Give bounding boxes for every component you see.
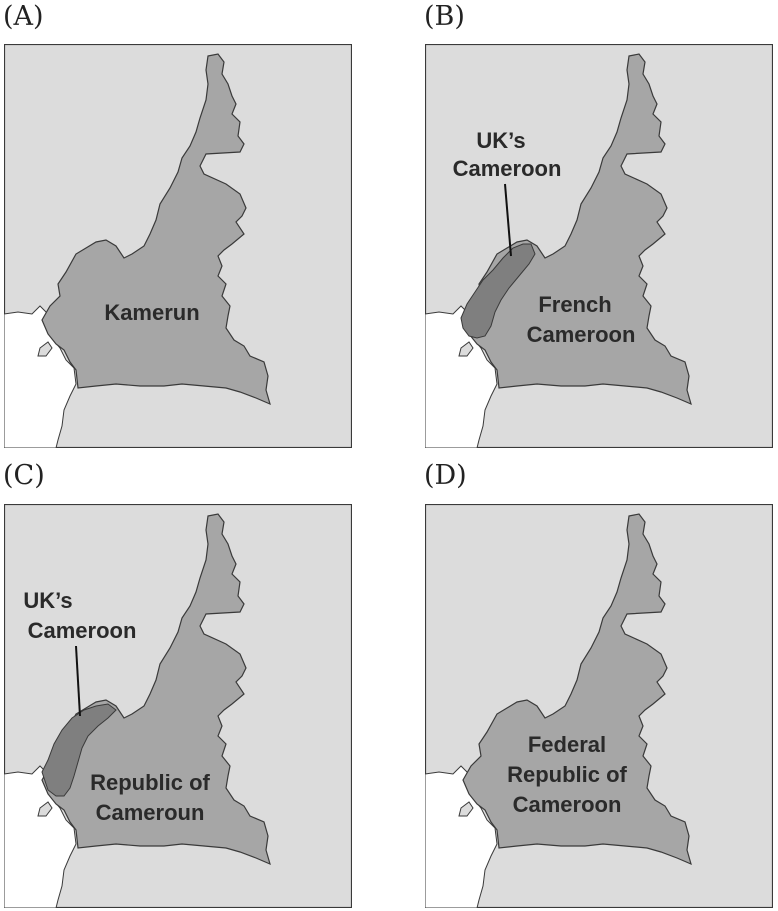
map-label-uk-1: UK’s xyxy=(23,588,72,613)
panel-label-b: (B) xyxy=(424,1,465,32)
leader-line xyxy=(75,645,81,717)
panel-label-c: (C) xyxy=(3,460,45,491)
map-panel-a: Kamerun xyxy=(4,44,352,448)
map-label-uk-2: Cameroon xyxy=(28,618,137,643)
map-label-kamerun: Kamerun xyxy=(104,300,199,325)
map-panel-d: Federal Republic of Cameroon xyxy=(425,504,773,908)
map-label-republic-2: Cameroun xyxy=(96,800,205,825)
map-label-french-2: Cameroon xyxy=(527,322,636,347)
map-label-federal-3: Cameroon xyxy=(513,792,622,817)
map-label-republic-1: Republic of xyxy=(90,770,210,795)
panel-label-d: (D) xyxy=(424,460,467,491)
map-label-uk-2: Cameroon xyxy=(453,156,562,181)
leader-line xyxy=(504,183,512,257)
map-label-federal-1: Federal xyxy=(528,732,606,757)
panel-label-a: (A) xyxy=(3,1,44,32)
map-panel-c: UK’s Cameroon Republic of Cameroun xyxy=(4,504,352,908)
map-label-uk-1: UK’s xyxy=(476,128,525,153)
map-label-french-1: French xyxy=(538,292,611,317)
map-panel-b: UK’s Cameroon French Cameroon xyxy=(425,44,773,448)
map-label-federal-2: Republic of xyxy=(507,762,627,787)
